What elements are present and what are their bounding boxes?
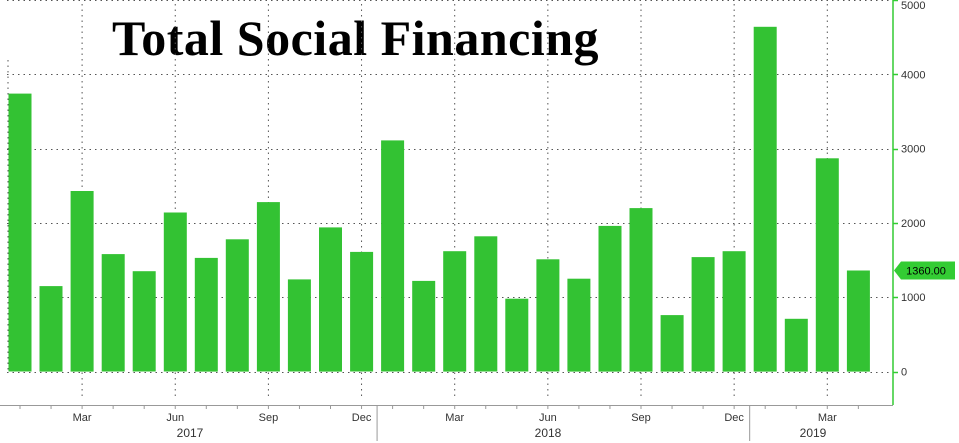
bars xyxy=(8,26,870,372)
y-tick-label: 2000 xyxy=(901,218,925,230)
bar xyxy=(412,280,436,372)
bar xyxy=(753,26,777,372)
bar xyxy=(505,298,529,372)
bar xyxy=(815,158,839,372)
y-tick-label: 0 xyxy=(901,367,907,379)
axis-labels: 0 1000 2000 3000 4000 5000 Mar Jun Sep Dec Mar Jun S… xyxy=(73,0,955,440)
bar xyxy=(287,279,311,372)
x-tick-label: Mar xyxy=(445,412,464,424)
x-tick-label: Sep xyxy=(259,412,279,424)
chart-title: Total Social Financing xyxy=(112,10,600,66)
bar xyxy=(256,202,280,372)
last-value-label: 1360.00 xyxy=(906,265,946,277)
bar xyxy=(722,251,746,372)
y-tick-label: 4000 xyxy=(901,69,925,81)
bar xyxy=(536,259,560,372)
bar xyxy=(194,257,218,372)
year-label: 2018 xyxy=(535,426,562,440)
bar xyxy=(381,140,405,372)
year-label: 2019 xyxy=(800,426,827,440)
axes xyxy=(0,0,898,441)
x-tick-label: Jun xyxy=(539,412,557,424)
bar xyxy=(132,271,156,372)
x-tick-label: Jun xyxy=(166,412,184,424)
x-tick-label: Dec xyxy=(724,412,744,424)
x-tick-label: Mar xyxy=(73,412,92,424)
bar xyxy=(846,270,870,372)
bar xyxy=(225,239,249,372)
bar xyxy=(163,212,187,372)
y-tick-label: 5000 xyxy=(901,0,925,12)
bar xyxy=(660,315,684,372)
bar xyxy=(101,254,125,372)
last-value-badge: 1360.00 xyxy=(894,261,955,280)
bar xyxy=(350,251,374,372)
bar xyxy=(567,278,591,372)
bar xyxy=(443,251,467,372)
bar xyxy=(70,191,94,372)
x-tick-label: Dec xyxy=(352,412,372,424)
bar xyxy=(474,236,498,372)
bar xyxy=(691,257,715,372)
bar xyxy=(784,318,808,372)
bar xyxy=(629,208,653,372)
y-tick-label: 3000 xyxy=(901,144,925,156)
x-tick-label: Sep xyxy=(631,412,651,424)
bar xyxy=(39,286,63,372)
x-tick-label: Mar xyxy=(818,412,837,424)
y-tick-label: 1000 xyxy=(901,292,925,304)
last-value-flag xyxy=(894,261,955,280)
bar xyxy=(319,227,342,372)
year-label: 2017 xyxy=(177,426,204,440)
bar xyxy=(598,225,622,372)
bar xyxy=(8,93,32,372)
